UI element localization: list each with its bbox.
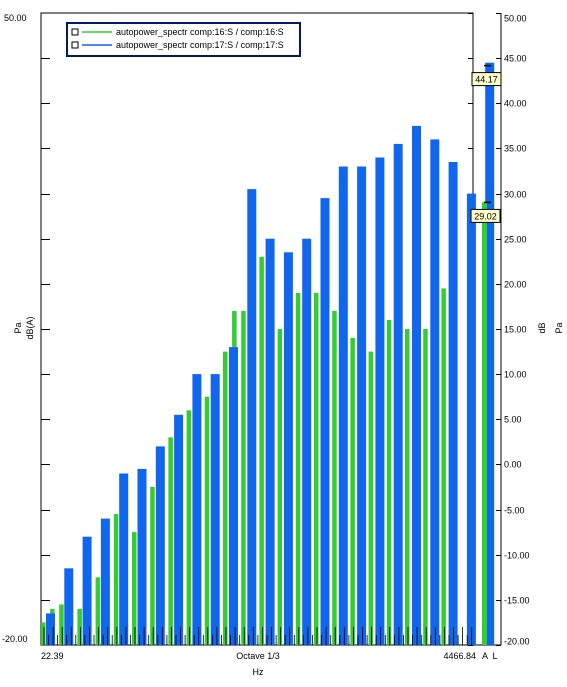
cursor-markers: 44.17 29.02 — [470, 64, 502, 223]
bar-green — [113, 514, 119, 645]
right-axis-tick-label: 30.00 — [504, 190, 527, 200]
bar-blue — [393, 143, 403, 645]
bar-blue — [174, 414, 184, 645]
legend-entry-1: autopower_spectr comp:16:S / comp:16:S — [116, 27, 284, 37]
right-axis-tick-label: 25.00 — [504, 235, 527, 245]
right-axis-tick-label: 50.00 — [504, 14, 527, 24]
left-axis-label-line2: dB(A) — [25, 316, 35, 339]
bar-green — [77, 608, 82, 645]
bar-green — [41, 622, 46, 645]
bar-blue — [210, 374, 220, 645]
bar-blue — [155, 446, 165, 645]
right-axis-tick-label: 15.00 — [504, 325, 527, 335]
legend-checkbox-1[interactable] — [71, 28, 79, 36]
bar-green — [277, 329, 283, 645]
end-bar-green — [482, 202, 487, 645]
right-axis-tick-label: 0.00 — [504, 460, 522, 470]
right-axis-tick-label: 40.00 — [504, 99, 527, 109]
bar-blue — [357, 166, 367, 645]
right-axis-tick-label: -20.00 — [504, 637, 530, 647]
cursor-value-label: 29.02 — [474, 211, 497, 221]
bar-green — [441, 288, 446, 645]
bar-green — [295, 292, 301, 645]
cursor-value-box[interactable] — [470, 208, 501, 223]
bar-green — [186, 410, 192, 645]
legend-entry-2: autopower_spectr comp:17:S / comp:17:S — [116, 40, 284, 50]
left-axis-label-line1: Pa — [13, 322, 23, 333]
bar-blue — [302, 238, 312, 645]
bar-blue — [229, 347, 238, 645]
right-axis-tick-label: 20.00 — [504, 280, 527, 290]
x-axis-start-label: 22.39 — [41, 651, 64, 661]
bar-blue — [412, 125, 421, 645]
bar-green — [132, 532, 137, 645]
right-axis-tick-label: 45.00 — [504, 54, 527, 64]
x-axis-unit-label: Hz — [253, 667, 264, 677]
bar-blue — [320, 198, 330, 645]
x-axis-end-label: 4466.84 — [443, 651, 476, 661]
bar-green — [368, 351, 374, 645]
legend-box — [66, 22, 301, 57]
bar-blue — [448, 162, 458, 645]
right-axis-tick-label: -5.00 — [504, 506, 525, 516]
bar-green — [386, 320, 392, 645]
bar-blue — [137, 468, 147, 645]
left-axis-ticks — [41, 58, 50, 601]
left-axis-top-label: 50.00 — [4, 13, 27, 23]
right-axis-label-line2: Pa — [554, 322, 564, 333]
bar-blue — [100, 518, 110, 645]
right-axis-tick-label: -10.00 — [504, 551, 530, 561]
right-axis-tick-label: 35.00 — [504, 144, 527, 154]
right-axis-tick-label: -15.00 — [504, 596, 530, 606]
bar-blue — [82, 536, 92, 645]
cursor-value-label: 44.17 — [475, 75, 498, 85]
bar-green — [350, 338, 355, 645]
end-bar-blue — [487, 65, 492, 646]
bar-green — [259, 256, 264, 645]
right-axis-label-line1: dB — [537, 322, 547, 333]
bar-blue — [192, 374, 202, 645]
bar-blue — [283, 252, 293, 646]
left-axis-bottom-label: -20.00 — [2, 634, 28, 644]
bar-blue — [46, 613, 55, 645]
x-axis-extra-labels: A L — [482, 651, 498, 661]
bar-green — [168, 437, 173, 645]
bar-blue — [430, 139, 440, 645]
bar-green — [150, 487, 155, 645]
x-axis-middle-label: Octave 1/3 — [236, 651, 280, 661]
bars-group — [41, 62, 495, 646]
bar-blue — [265, 238, 275, 645]
bar-green — [241, 310, 246, 645]
legend[interactable]: autopower_spectr comp:16:S / comp:16:S a… — [66, 22, 301, 57]
bar-green — [314, 292, 319, 645]
bar-green — [332, 310, 337, 645]
bar-blue — [247, 189, 257, 645]
bar-blue — [119, 473, 129, 645]
bar-green — [95, 577, 101, 645]
right-axis-tick-label: 10.00 — [504, 370, 527, 380]
x-axis-ticks — [43, 627, 473, 645]
cursor-value-box[interactable] — [471, 72, 502, 87]
end-bars-group — [482, 65, 492, 646]
bar-green — [204, 396, 210, 645]
bar-green — [59, 604, 64, 645]
bar-green — [423, 329, 428, 645]
right-axis-tick-labels: 50.00 45.00 40.00 35.00 30.00 25.00 20.00 15.00… — [504, 14, 530, 647]
bar-blue — [466, 193, 476, 645]
bar-green — [405, 329, 410, 645]
bar-blue — [375, 157, 385, 645]
right-axis-tick-label: 5.00 — [504, 415, 522, 425]
bar-green — [223, 351, 228, 645]
bar-blue — [338, 166, 348, 645]
legend-checkbox-2[interactable] — [71, 41, 79, 49]
bar-blue — [64, 568, 74, 645]
